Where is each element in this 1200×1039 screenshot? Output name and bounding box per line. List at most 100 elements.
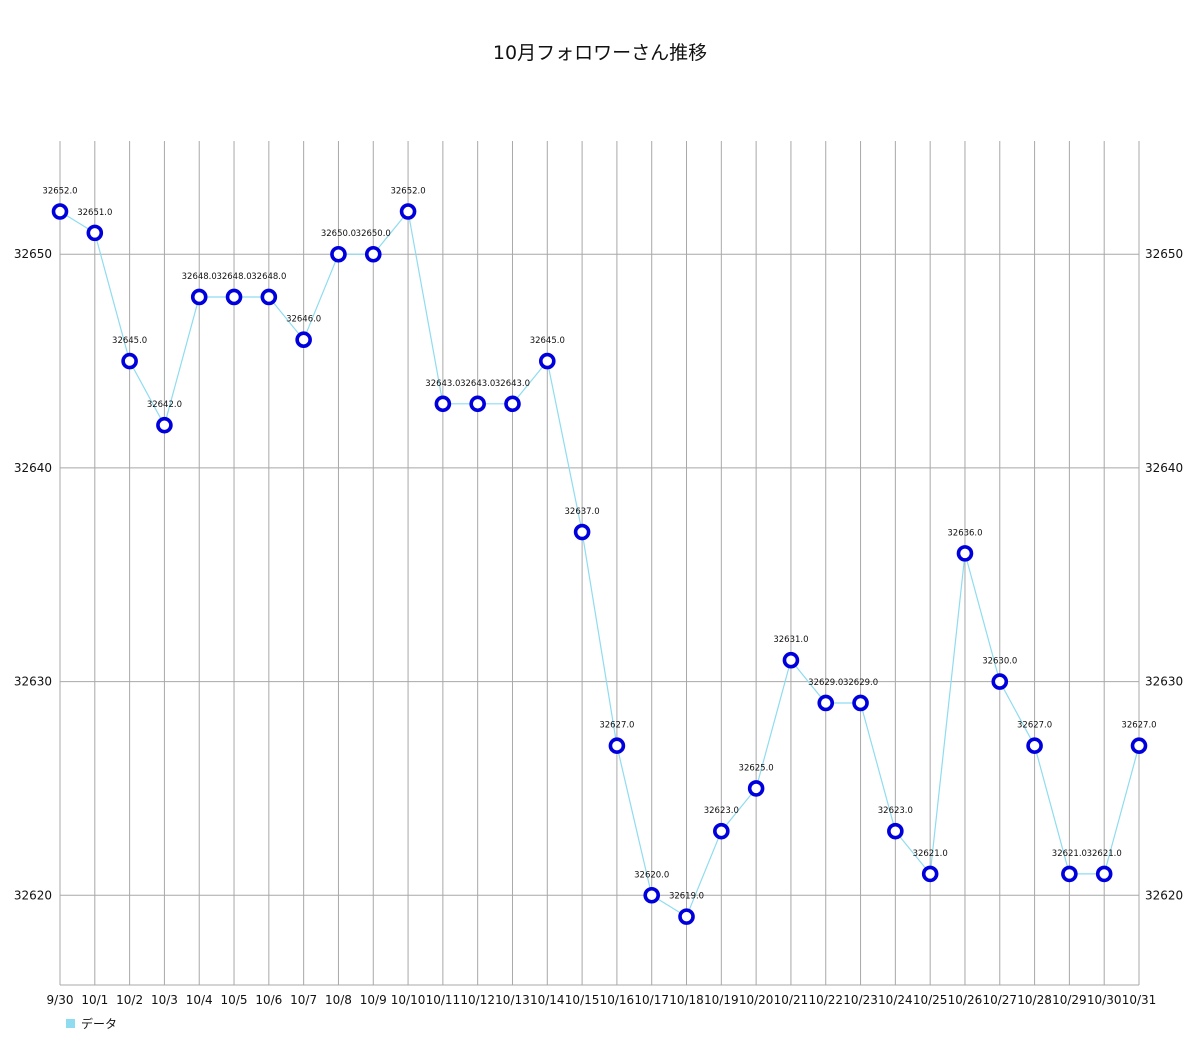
data-point [782,651,800,669]
data-point [852,694,869,712]
series-line [59,210,1140,918]
data-label: 32627.0 [1121,721,1156,731]
x-tick-label: 10/13 [495,993,530,1007]
data-label: 32625.0 [739,763,774,773]
data-label: 32623.0 [704,806,739,816]
data-point [51,203,69,220]
data-label: 32619.0 [669,892,704,902]
data-point [956,545,974,562]
x-tick-label: 10/17 [634,993,669,1007]
data-label: 32623.0 [878,806,913,816]
data-point [121,352,138,370]
x-tick-label: 10/16 [600,993,635,1007]
data-label: 32650.0 [321,229,356,239]
x-tick-label: 10/19 [704,993,739,1007]
x-axis: 9/30 10/1 10/2 10/3 10/4 10/5 10/6 10/7 10/8 10/9… [47,993,1157,1007]
data-point [608,737,626,754]
data-point [573,523,591,541]
data-point [504,395,521,413]
x-tick-label: 10/26 [948,993,983,1007]
data-label: 32650.0 [356,229,391,239]
x-tick-label: 9/30 [47,993,74,1007]
x-tick-label: 10/21 [774,993,809,1007]
x-tick-label: 10/4 [186,993,213,1007]
data-label: 32637.0 [565,507,600,517]
data-label: 32652.0 [390,187,425,197]
x-tick-label: 10/2 [116,993,143,1007]
legend: データ [66,1016,117,1031]
data-point [817,694,835,712]
data-label: 32646.0 [286,315,321,325]
legend-label: データ [81,1016,117,1031]
data-label: 32636.0 [947,528,982,538]
data-point [713,822,730,840]
data-label: 32648.0 [251,272,286,282]
x-tick-label: 10/28 [1017,993,1052,1007]
data-point [156,416,173,434]
data-point [538,352,556,370]
data-point [747,780,765,797]
x-tick-label: 10/24 [878,993,913,1007]
y-tick-label-right: 32650 [1145,247,1183,261]
x-tick-label: 10/25 [913,993,948,1007]
data-label: 32648.0 [216,272,251,282]
y-tick-label: 32640 [14,461,52,475]
x-tick-label: 10/8 [325,993,352,1007]
data-label: 32630.0 [982,657,1017,667]
data-point [643,886,661,904]
x-tick-label: 10/14 [530,993,565,1007]
data-point [921,865,939,883]
x-tick-label: 10/23 [843,993,878,1007]
data-point [991,673,1009,690]
data-label: 32621.0 [913,849,948,859]
legend-swatch [66,1019,75,1028]
data-label: 32651.0 [77,208,112,218]
y-axis-right: 32620 32630 32640 32650 [1145,247,1183,902]
y-tick-label: 32620 [14,888,52,902]
data-label: 32652.0 [42,187,77,197]
x-tick-label: 10/29 [1052,993,1087,1007]
data-point [1026,737,1043,754]
data-label: 32627.0 [599,721,634,731]
y-axis-left: 32620 32630 32640 32650 [14,247,52,902]
data-label: 32620.0 [634,870,669,880]
x-tick-label: 10/11 [426,993,461,1007]
data-label: 32645.0 [530,336,565,346]
x-tick-label: 10/3 [151,993,178,1007]
y-tick-label-right: 32640 [1145,461,1183,475]
x-tick-label: 10/9 [360,993,387,1007]
chart-title: 10月フォロワーさん推移 [493,42,707,64]
x-tick-label: 10/12 [460,993,495,1007]
x-tick-label: 10/20 [739,993,774,1007]
x-tick-label: 10/22 [808,993,843,1007]
y-tick-label-right: 32630 [1145,675,1183,689]
data-label: 32627.0 [1017,721,1052,731]
data-point [295,331,312,349]
data-label: 32643.0 [460,379,495,389]
x-tick-label: 10/30 [1087,993,1122,1007]
data-label: 32621.0 [1087,849,1122,859]
y-tick-label-right: 32620 [1145,888,1183,902]
x-tick-label: 10/10 [391,993,426,1007]
data-label: 32621.0 [1052,849,1087,859]
data-point [678,908,695,925]
data-label: 32648.0 [182,272,217,282]
data-point [1130,737,1148,754]
y-tick-label: 32630 [14,675,52,689]
data-label: 32643.0 [495,379,530,389]
data-point [225,288,243,306]
data-label: 32645.0 [112,336,147,346]
data-label: 32631.0 [773,635,808,645]
data-point [1095,865,1113,883]
y-tick-label: 32650 [14,247,52,261]
x-tick-label: 10/18 [669,993,704,1007]
data-point [469,395,486,413]
x-tick-label: 10/27 [982,993,1017,1007]
data-label: 32629.0 [843,678,878,688]
data-point [190,288,208,306]
data-point [330,245,347,263]
data-point [887,822,904,840]
grid [59,141,1140,986]
